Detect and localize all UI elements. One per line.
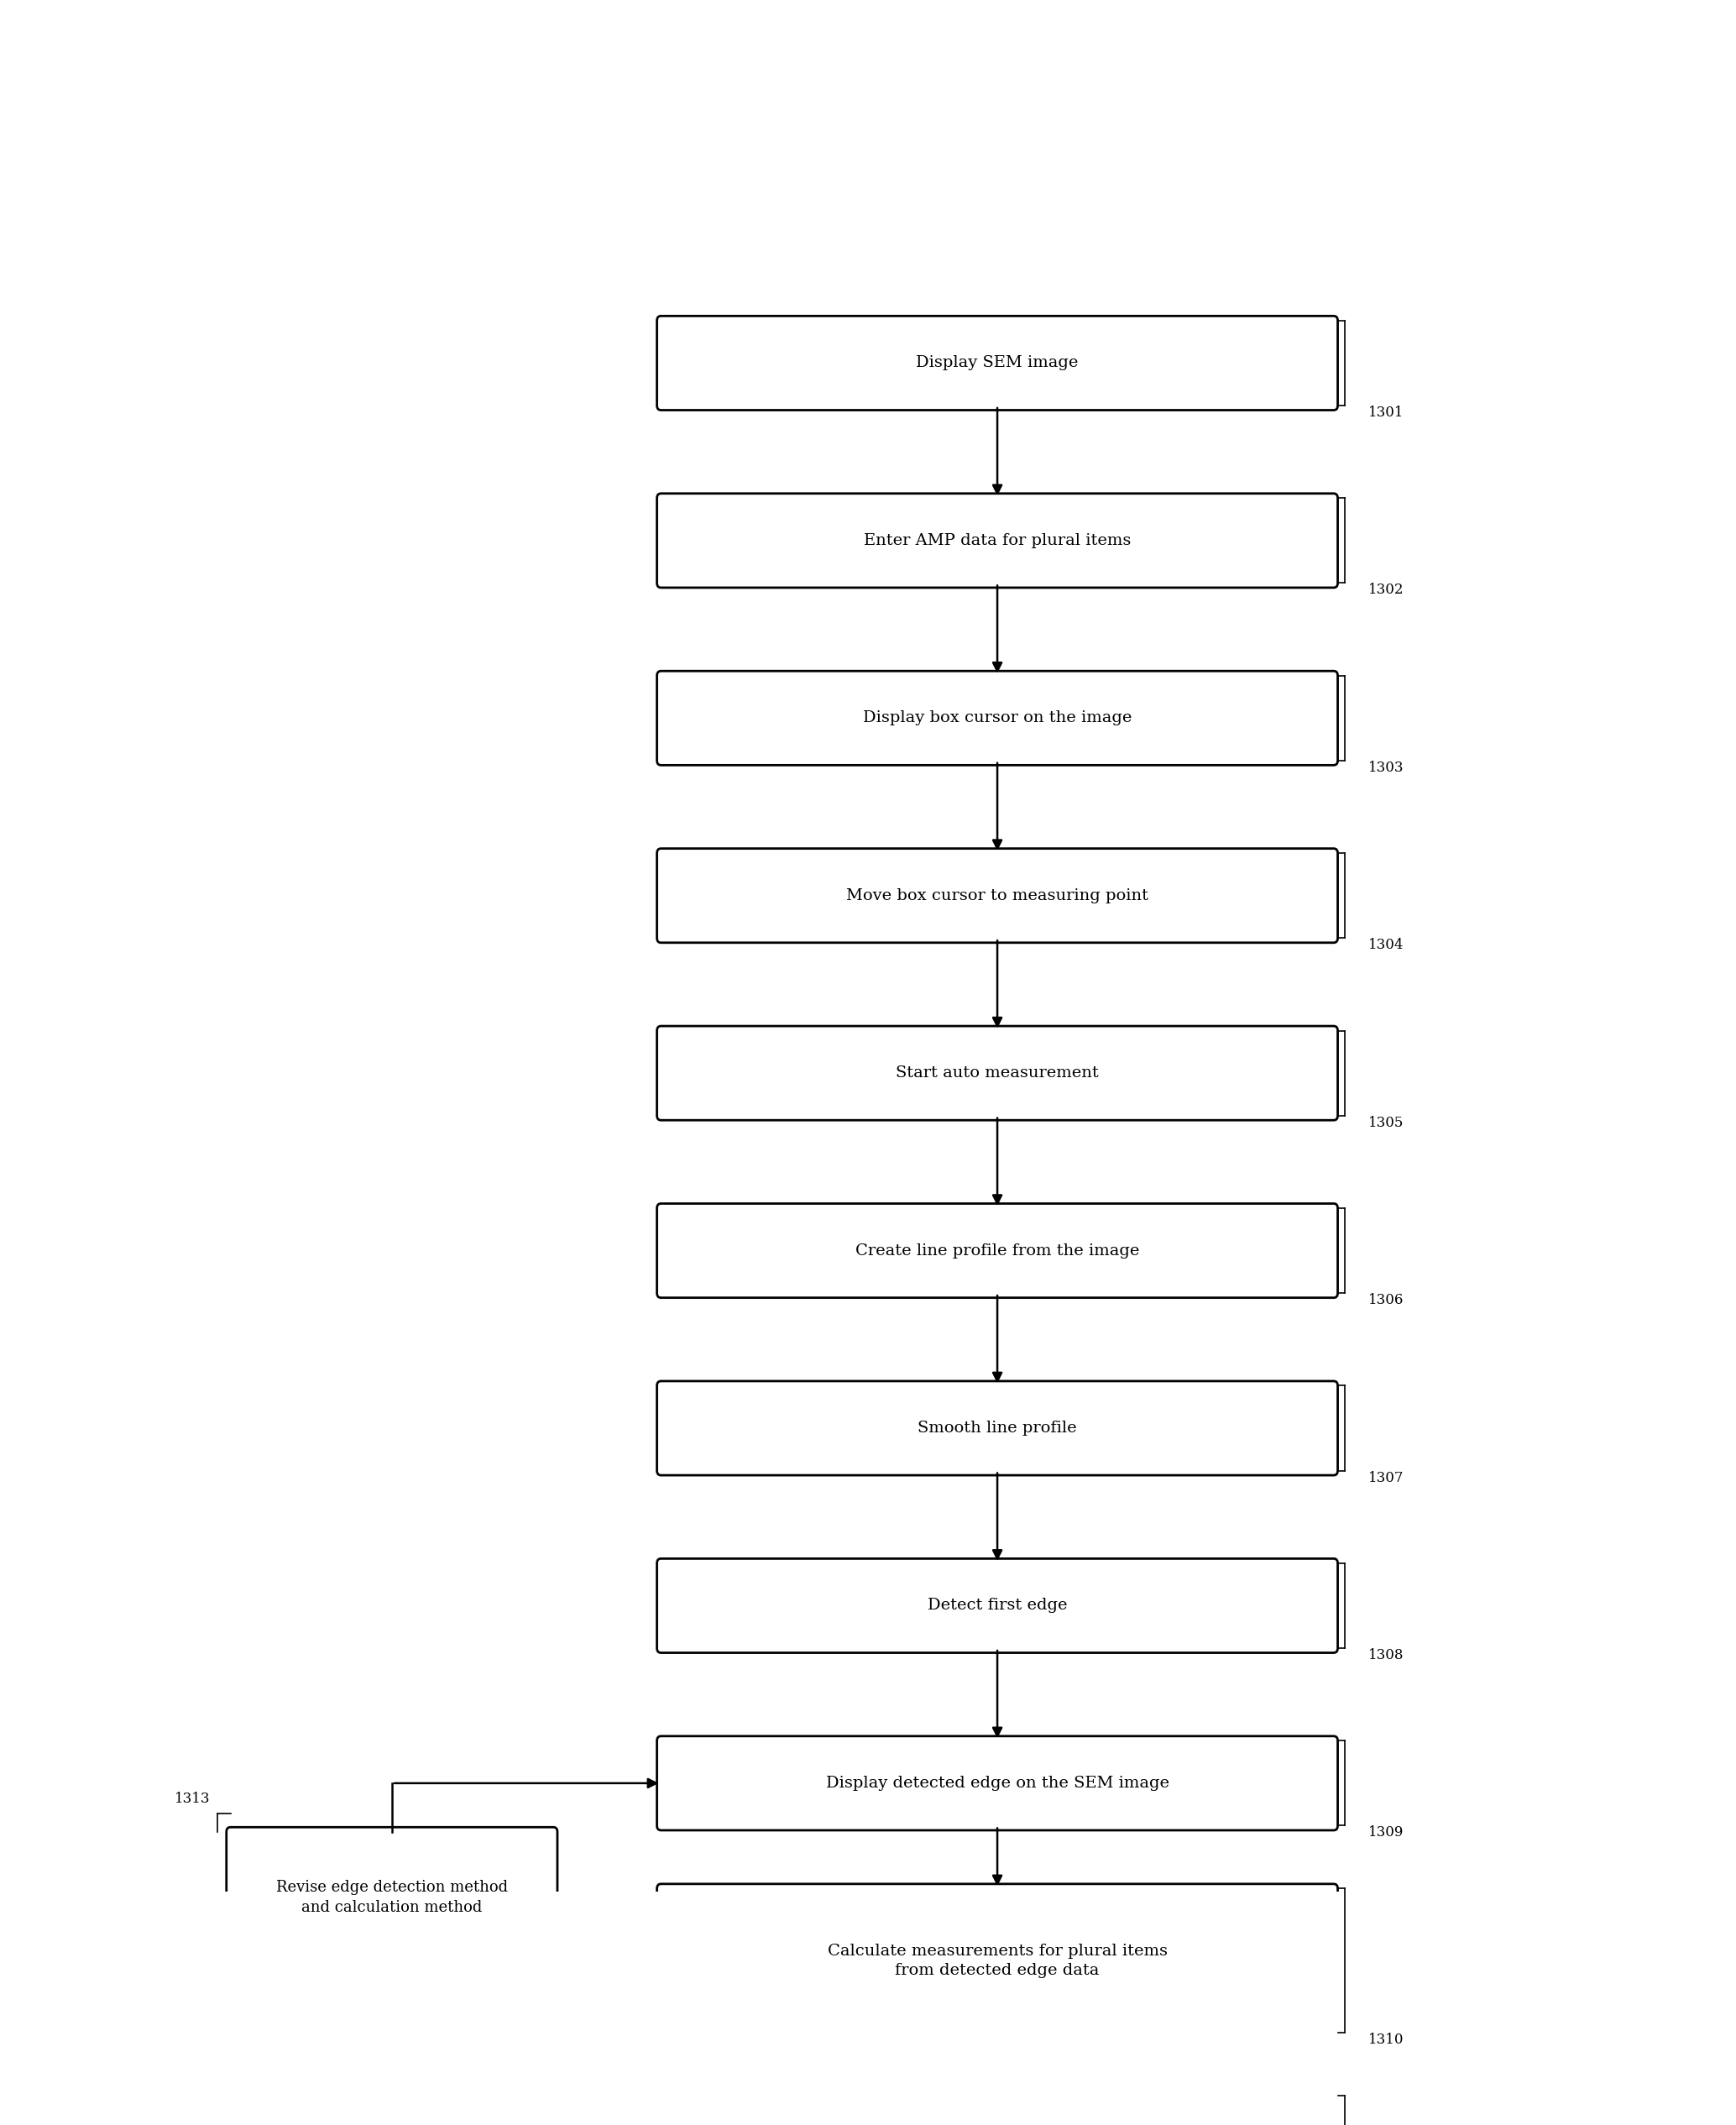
FancyBboxPatch shape (656, 1736, 1338, 1830)
Text: 1308: 1308 (1368, 1649, 1404, 1662)
FancyBboxPatch shape (656, 317, 1338, 410)
FancyBboxPatch shape (656, 1885, 1338, 2038)
Text: 1302: 1302 (1368, 582, 1404, 597)
FancyBboxPatch shape (656, 1558, 1338, 1653)
Text: Calculate measurements for plural items
from detected edge data: Calculate measurements for plural items … (828, 1942, 1167, 1978)
Text: 1306: 1306 (1368, 1294, 1404, 1307)
Text: Detect first edge: Detect first edge (927, 1598, 1068, 1613)
Text: 1313: 1313 (175, 1791, 210, 1806)
FancyBboxPatch shape (656, 2091, 1338, 2125)
FancyBboxPatch shape (656, 1026, 1338, 1120)
FancyBboxPatch shape (656, 1381, 1338, 1475)
Text: Display SEM image: Display SEM image (917, 355, 1078, 370)
Text: Smooth line profile: Smooth line profile (918, 1422, 1076, 1437)
Text: 1310: 1310 (1368, 2034, 1404, 2046)
Text: Create line profile from the image: Create line profile from the image (856, 1243, 1139, 1258)
FancyBboxPatch shape (226, 1828, 557, 1968)
FancyBboxPatch shape (656, 1203, 1338, 1298)
Text: 1307: 1307 (1368, 1470, 1404, 1485)
Text: Start auto measurement: Start auto measurement (896, 1065, 1099, 1082)
Text: Display detected edge on the SEM image: Display detected edge on the SEM image (826, 1776, 1168, 1791)
FancyBboxPatch shape (656, 848, 1338, 943)
Text: 1305: 1305 (1368, 1116, 1404, 1131)
Text: 1304: 1304 (1368, 937, 1404, 952)
Text: 1303: 1303 (1368, 761, 1404, 776)
Text: Enter AMP data for plural items: Enter AMP data for plural items (865, 533, 1130, 548)
Text: 1301: 1301 (1368, 406, 1404, 421)
Text: 1309: 1309 (1368, 1825, 1404, 1840)
Text: Display box cursor on the image: Display box cursor on the image (863, 710, 1132, 725)
FancyBboxPatch shape (656, 493, 1338, 589)
FancyBboxPatch shape (656, 672, 1338, 765)
Text: Move box cursor to measuring point: Move box cursor to measuring point (845, 888, 1149, 903)
Text: Revise edge detection method
and calculation method: Revise edge detection method and calcula… (276, 1881, 509, 1915)
